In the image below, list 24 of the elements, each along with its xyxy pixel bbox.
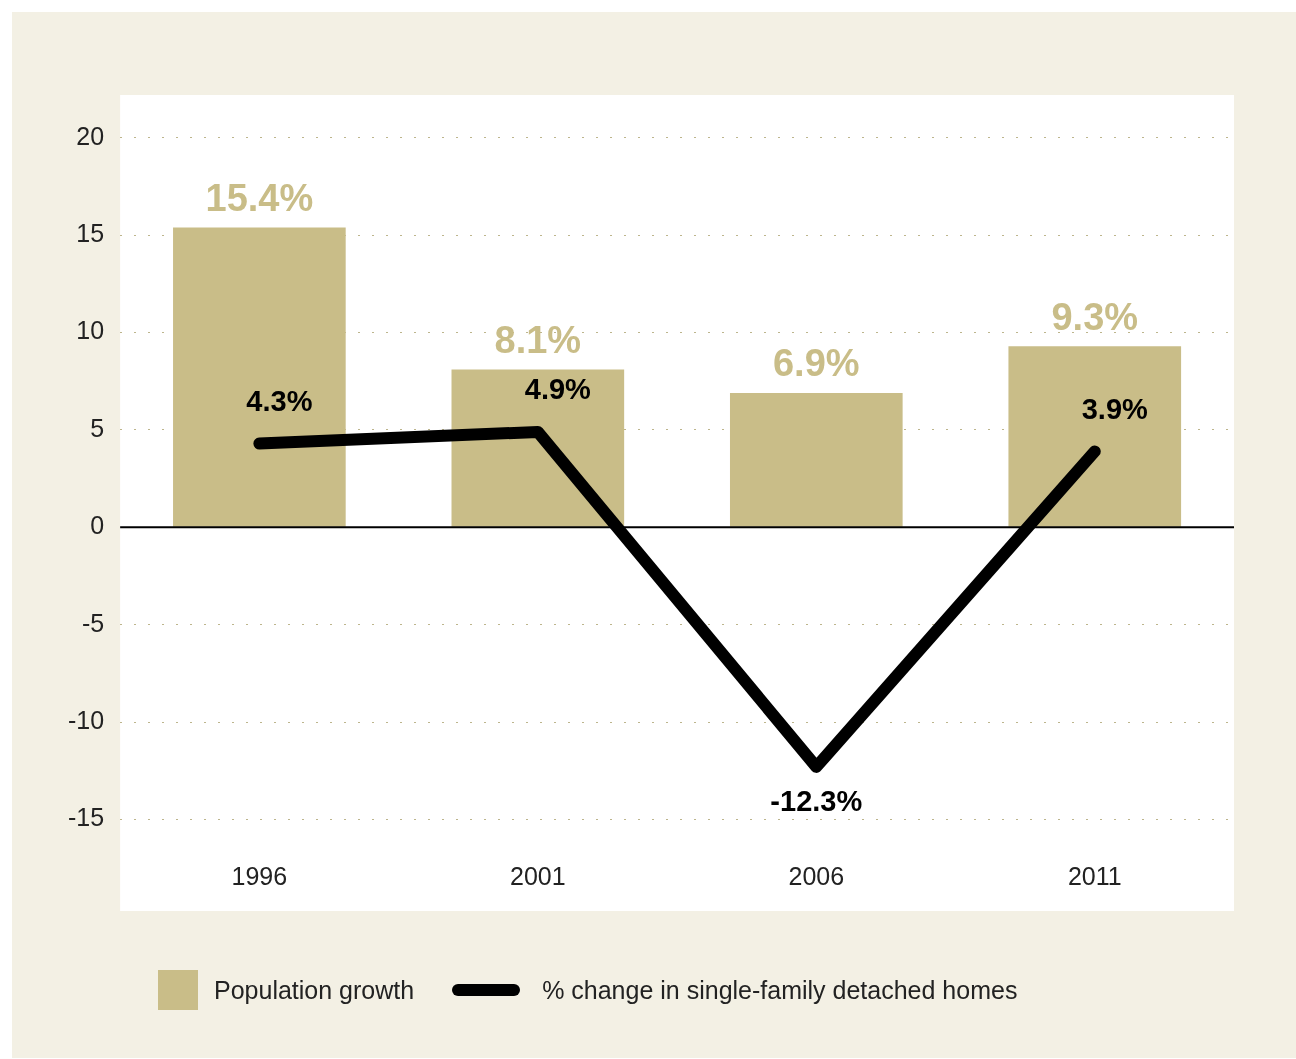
- x-tick-label: 2006: [788, 861, 845, 890]
- y-tick-label: 15: [76, 219, 105, 248]
- legend-label: % change in single-family detached homes: [542, 975, 1018, 1005]
- data-label: 15.4%: [205, 176, 314, 219]
- x-tick-label: 1996: [231, 861, 288, 890]
- x-tick-label: 2011: [1067, 861, 1122, 890]
- x-tick-label: 2001: [510, 861, 566, 890]
- bar: [173, 227, 346, 527]
- y-tick-label: 20: [76, 121, 105, 150]
- y-tick-label: -15: [67, 803, 105, 832]
- data-label: 3.9%: [1081, 392, 1149, 425]
- data-label: -12.3%: [770, 785, 863, 818]
- data-label: 4.9%: [524, 373, 592, 406]
- y-tick-label: 5: [90, 413, 105, 442]
- data-label: 6.9%: [772, 342, 860, 385]
- y-tick-label: -5: [81, 608, 105, 637]
- legend-label: Population growth: [214, 975, 415, 1005]
- y-tick-label: -10: [67, 705, 105, 734]
- data-label: 4.3%: [246, 385, 313, 418]
- y-tick-label: 0: [90, 511, 105, 540]
- bar: [1008, 346, 1182, 527]
- y-tick-label: 10: [76, 316, 105, 345]
- data-label: 8.1%: [494, 319, 582, 362]
- data-label: 9.3%: [1051, 295, 1139, 338]
